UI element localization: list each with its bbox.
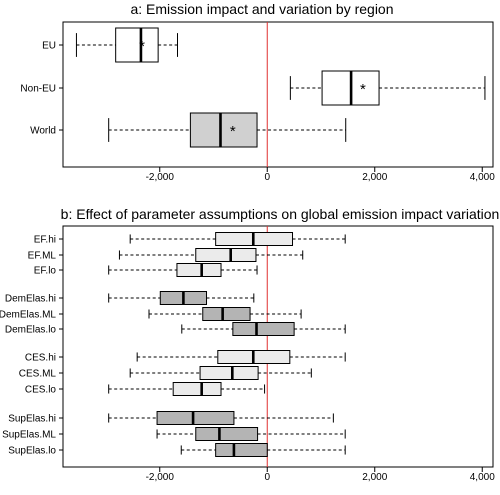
box-iqr (199, 366, 259, 380)
box-iqr (215, 443, 268, 457)
panel-b-content: -2,000 0 2,000 4,000 EF.hi EF.ML EF.lo DemElas.… (0, 226, 495, 483)
panel-b-title: b: Effect of parameter assumptions on gl… (61, 206, 500, 222)
box-iqr (189, 112, 258, 148)
x-tick-label: 4,000 (470, 472, 495, 483)
box-non-eu: Non-EU * (20, 70, 486, 106)
box-iqr (195, 248, 257, 262)
panel-b-plot-frame (62, 225, 494, 468)
box-iqr (195, 427, 259, 441)
category-label: SupElas.ML (2, 430, 56, 441)
box-demelas-hi: DemElas.hi (5, 291, 255, 305)
category-label: DemElas.hi (5, 294, 56, 305)
box-iqr (115, 27, 159, 63)
panel-a: a: Emission impact and variation by regi… (20, 1, 495, 183)
x-tick-label: 0 (264, 472, 270, 483)
x-tick-label: 4,000 (470, 172, 495, 183)
box-ef-hi: EF.hi (34, 232, 346, 246)
panel-a-plot-frame (62, 21, 494, 168)
box-ef-lo: EF.lo (34, 263, 258, 277)
x-tick-label: -2,000 (146, 472, 175, 483)
category-label: CES.lo (25, 385, 57, 396)
x-tick-label: 2,000 (362, 472, 387, 483)
panel-a-content: -2,000 0 2,000 4,000 EU * Non-EU * World * (20, 22, 495, 183)
category-label: EF.lo (34, 266, 57, 277)
box-ces-lo: CES.lo (25, 382, 266, 396)
box-ces-hi: CES.hi (25, 350, 346, 364)
box-supelas-hi: SupElas.hi (8, 411, 334, 425)
mean-marker: * (230, 123, 236, 140)
category-label: EF.ML (28, 251, 57, 262)
box-demelas-ml: DemElas.ML (0, 307, 302, 321)
box-supelas-ml: SupElas.ML (2, 427, 346, 441)
box-iqr (202, 307, 251, 321)
category-label: CES.ML (19, 369, 57, 380)
box-eu: EU * (42, 27, 178, 63)
box-iqr (176, 263, 222, 277)
category-label: CES.hi (25, 353, 56, 364)
category-label: SupElas.hi (8, 414, 56, 425)
box-ef-ml: EF.ML (28, 248, 304, 262)
box-world: World * (30, 112, 347, 148)
box-iqr (156, 411, 235, 425)
category-label: DemElas.lo (5, 325, 57, 336)
box-iqr (172, 382, 222, 396)
category-label: World (30, 126, 56, 137)
category-label: SupElas.lo (8, 446, 56, 457)
box-iqr (232, 322, 295, 336)
category-label: EU (42, 41, 56, 52)
box-supelas-lo: SupElas.lo (8, 443, 346, 457)
category-label: DemElas.ML (0, 310, 56, 321)
x-tick-label: 2,000 (362, 172, 387, 183)
panel-a-title: a: Emission impact and variation by regi… (130, 1, 393, 17)
box-demelas-lo: DemElas.lo (5, 322, 346, 336)
x-tick-label: 0 (264, 172, 270, 183)
mean-marker: * (360, 81, 366, 98)
box-ces-ml: CES.ML (19, 366, 312, 380)
x-tick-label: -2,000 (146, 172, 175, 183)
category-label: EF.hi (34, 235, 56, 246)
mean-marker: * (139, 38, 145, 55)
panel-b: b: Effect of parameter assumptions on gl… (0, 206, 499, 483)
category-label: Non-EU (20, 84, 56, 95)
